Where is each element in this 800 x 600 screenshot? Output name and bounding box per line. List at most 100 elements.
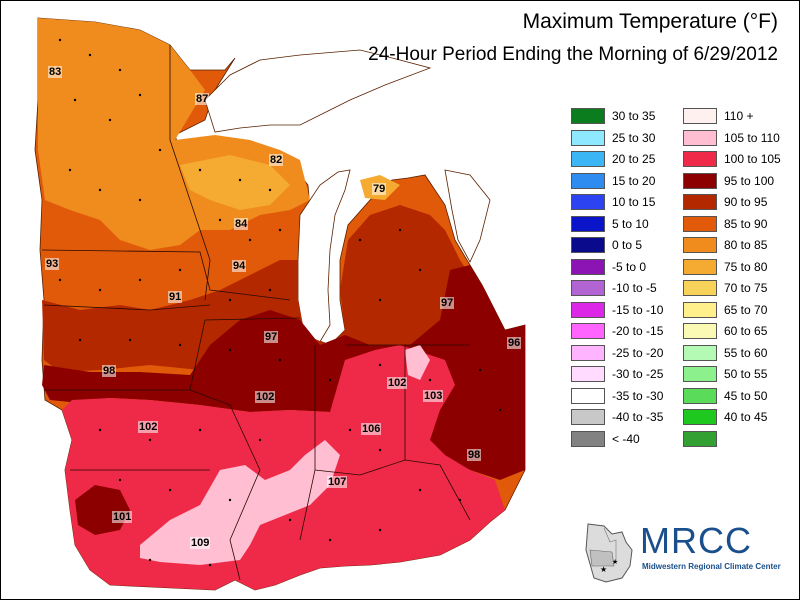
legend-label: 40 to 45 [724,410,768,424]
region-90-95 [42,205,505,385]
legend-label: 60 to 65 [724,324,768,338]
mrcc-logo: ★ ★ MRCC Midwestern Regional Climate Cen… [582,518,782,588]
svg-text:★: ★ [600,565,607,574]
legend-label: -20 to -15 [612,324,664,338]
legend-swatch [571,430,605,447]
value-label-1: 87 [195,93,210,105]
value-label-4: 84 [234,218,249,230]
value-label-0: 83 [48,66,63,78]
legend-swatch [683,409,717,425]
legend-label: 15 to 20 [612,173,656,188]
lake-huron [444,169,491,263]
region-95-100 [42,265,525,480]
legend-label: 70 to 75 [724,281,768,295]
legend-swatch [571,387,605,404]
svg-text:★: ★ [612,558,618,566]
value-label-16: 106 [361,423,382,435]
legend-label: 25 to 30 [612,130,656,145]
legend-label: 95 to 100 [724,173,775,188]
value-label-18: 107 [327,476,348,488]
legend-label: 50 to 55 [724,367,768,381]
legend-swatch [683,237,717,253]
value-label-8: 97 [440,297,455,309]
legend-swatch [683,108,717,124]
legend-label: < -40 [612,431,640,446]
legend-label: 100 to 105 [724,152,781,166]
legend-swatch [571,151,605,167]
legend-swatch [571,237,605,253]
map-subtitle: 24-Hour Period Ending the Morning of 6/2… [368,44,778,65]
legend-label: 55 to 60 [724,345,768,360]
legend-swatch [683,323,717,339]
legend-label: 90 to 95 [724,195,768,209]
value-label-7: 91 [168,291,183,303]
value-label-14: 103 [423,390,444,402]
legend-swatch [683,194,717,210]
value-label-2: 82 [269,154,284,166]
legend-label: -25 to -20 [612,345,664,360]
legend-swatch [683,258,717,275]
value-label-12: 102 [255,391,276,403]
value-label-10: 98 [102,365,117,377]
value-label-6: 94 [232,260,247,272]
lake-superior [204,49,432,133]
legend-swatch [683,172,717,189]
legend-swatch [683,129,717,146]
logo-subtext: Midwestern Regional Climate Center [642,562,781,571]
value-label-15: 102 [138,421,159,433]
region-105-110-il [405,345,430,380]
legend-swatch [683,344,717,361]
legend-label: -40 to -35 [612,410,664,424]
legend-swatch [571,409,605,425]
state-borders [41,45,471,581]
value-label-20: 109 [190,537,211,549]
legend-swatch [683,280,717,296]
region-75-80 [180,155,290,210]
legend-label: 45 to 50 [724,388,768,403]
legend-swatch [571,258,605,275]
legend-label: 105 to 110 [724,130,780,145]
legend-label: 65 to 70 [724,302,768,317]
legend-label: 30 to 35 [612,109,656,123]
legend-label: 0 to 5 [612,238,643,252]
legend-label: 85 to 90 [724,216,768,231]
legend-swatch [571,215,605,232]
value-label-13: 102 [387,377,408,389]
legend-label: -30 to -25 [612,367,664,381]
legend-swatch [571,194,605,210]
legend-swatch [571,344,605,361]
legend-swatch [683,301,717,318]
value-label-3: 79 [372,183,387,195]
logo-text: MRCC [640,520,752,561]
legend-swatch [683,366,717,382]
value-label-11: 97 [264,331,279,343]
legend-label: -15 to -10 [612,302,664,317]
legend-label: -35 to -30 [612,388,664,403]
value-label-9: 96 [507,337,522,349]
legend-swatch [683,387,717,404]
legend-swatch [571,280,605,296]
station-dots [58,38,502,567]
legend-swatch [683,151,717,167]
legend-swatch [571,108,605,124]
legend-label: -5 to 0 [612,259,647,274]
legend-swatch [571,172,605,189]
legend-label: 10 to 15 [612,195,656,209]
legend-label: 110 + [724,109,754,123]
legend-swatch [571,129,605,146]
legend-swatch [571,323,605,339]
legend-swatch [683,430,717,447]
map-title: Maximum Temperature (°F) [522,10,778,33]
legend-swatch [571,366,605,382]
midwest-map-icon: ★ ★ [585,523,633,583]
value-label-5: 93 [45,258,60,270]
legend-label: -10 to -5 [612,281,657,295]
temperature-map [34,17,526,591]
legend-label: 20 to 25 [612,152,656,166]
legend-swatch [571,301,605,318]
value-label-19: 101 [112,511,133,523]
value-label-17: 98 [467,449,482,461]
legend-label: 80 to 85 [724,238,768,252]
legend-swatch [683,215,717,232]
legend-label: 75 to 80 [724,259,768,274]
